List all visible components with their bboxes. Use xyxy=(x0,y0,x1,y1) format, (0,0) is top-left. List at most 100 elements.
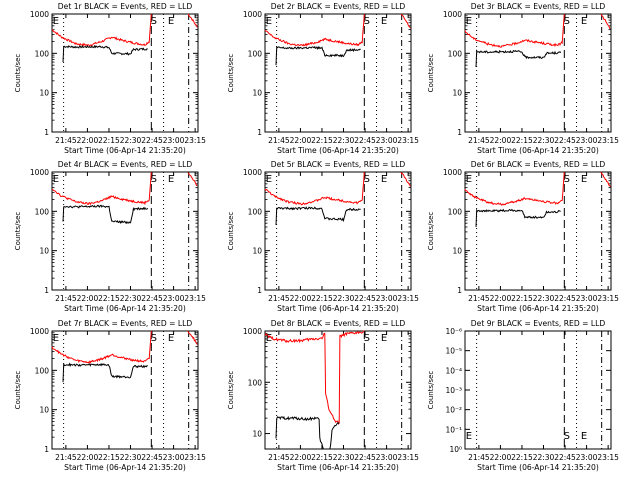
y-tick-label: 10⁻² xyxy=(445,406,462,415)
x-tick-label: 22:45 xyxy=(141,294,163,303)
y-tick-label: 100 xyxy=(448,207,463,216)
y-tick-label: 1 xyxy=(44,128,49,137)
y-tick-label: 10⁻³ xyxy=(445,386,462,395)
x-tick-label: 22:00 xyxy=(490,294,512,303)
lld-rate-line xyxy=(264,330,365,425)
event-annotation: E xyxy=(168,174,174,185)
x-tick-label: 22:30 xyxy=(120,453,142,462)
y-tick-label: 10⁰ xyxy=(449,445,462,454)
x-tick-label: 22:15 xyxy=(311,453,333,462)
y-tick-label: 1 xyxy=(44,286,49,295)
x-axis-label: Start Time (06-Apr-14 21:35:20) xyxy=(477,463,599,472)
y-tick-label: 1 xyxy=(457,286,462,295)
chart-title: Det 1r BLACK = Events, RED = LLD xyxy=(58,2,193,11)
event-annotation: S xyxy=(364,16,370,27)
y-tick-label: 10 xyxy=(39,89,49,98)
event-annotation: S xyxy=(564,431,570,442)
y-tick-label: 1 xyxy=(257,286,262,295)
x-tick-label: 21:45 xyxy=(55,294,77,303)
chart-title: Det 2r BLACK = Events, RED = LLD xyxy=(271,2,406,11)
x-tick-label: 22:15 xyxy=(311,136,333,145)
x-tick-label: 23:00 xyxy=(163,136,185,145)
event-annotation: S xyxy=(564,16,570,27)
plot-frame xyxy=(51,13,199,133)
lld-rate-line xyxy=(464,13,565,48)
y-tick-label: 10 xyxy=(252,89,262,98)
lld-rate-line xyxy=(400,13,411,29)
lld-rate-line xyxy=(264,171,365,206)
events-rate-line xyxy=(62,44,148,63)
x-tick-label: 22:45 xyxy=(141,136,163,145)
lld-rate-line xyxy=(51,330,152,364)
y-tick-label: 1 xyxy=(457,128,462,137)
lld-rate-line xyxy=(51,13,152,47)
event-annotation: S xyxy=(364,333,370,344)
x-tick-label: 22:00 xyxy=(290,136,312,145)
event-annotation: E xyxy=(381,333,387,344)
y-tick-label: 100 xyxy=(248,378,263,387)
x-tick-label: 22:00 xyxy=(290,294,312,303)
chart-title: Det 9r BLACK = Events, RED = LLD xyxy=(471,319,606,328)
x-tick-label: 23:15 xyxy=(597,453,619,462)
y-tick-label: 10 xyxy=(452,247,462,256)
x-tick-label: 21:45 xyxy=(468,294,490,303)
event-annotation: E xyxy=(466,16,472,27)
x-axis-label: Start Time (06-Apr-14 21:35:20) xyxy=(64,146,186,155)
chart-panel: Det 6r BLACK = Events, RED = LLD 21:45 22:… xyxy=(427,160,619,313)
plot-frame xyxy=(51,171,199,291)
chart-title: Det 6r BLACK = Events, RED = LLD xyxy=(471,160,606,169)
x-tick-label: 22:00 xyxy=(490,453,512,462)
x-tick-label: 22:30 xyxy=(333,453,355,462)
lld-rate-line xyxy=(600,13,611,30)
x-tick-label: 23:15 xyxy=(397,136,419,145)
x-tick-label: 23:15 xyxy=(397,453,419,462)
x-tick-label: 22:30 xyxy=(120,136,142,145)
x-tick-label: 23:00 xyxy=(163,453,185,462)
x-tick-label: 23:00 xyxy=(376,453,398,462)
x-tick-label: 23:15 xyxy=(397,294,419,303)
lld-rate-line xyxy=(187,13,198,28)
y-tick-label: 100 xyxy=(248,49,263,58)
x-tick-label: 23:00 xyxy=(163,294,185,303)
x-tick-label: 21:45 xyxy=(268,136,290,145)
y-tick-label: 10⁻⁴ xyxy=(445,366,462,375)
plot-frame xyxy=(51,330,199,450)
event-annotation: E xyxy=(168,16,174,27)
y-tick-label: 10⁻¹ xyxy=(445,425,462,434)
y-axis-label: Counts/sec xyxy=(227,371,235,410)
x-tick-label: 23:00 xyxy=(376,136,398,145)
event-annotation: S xyxy=(151,16,157,27)
y-tick-label: 10⁻⁵ xyxy=(445,347,462,356)
events-rate-line xyxy=(475,208,561,228)
y-tick-label: 1000 xyxy=(243,168,262,177)
x-tick-label: 23:15 xyxy=(597,294,619,303)
event-annotation: S xyxy=(151,333,157,344)
y-tick-label: 1000 xyxy=(30,168,49,177)
x-tick-label: 22:00 xyxy=(290,453,312,462)
x-tick-label: 22:15 xyxy=(98,453,120,462)
y-tick-label: 10 xyxy=(39,247,49,256)
y-axis-label: Counts/sec xyxy=(427,54,435,93)
x-tick-label: 22:00 xyxy=(77,453,99,462)
x-tick-label: 23:00 xyxy=(576,294,598,303)
x-tick-label: 22:15 xyxy=(511,453,533,462)
events-rate-line xyxy=(275,415,340,450)
x-tick-label: 23:00 xyxy=(576,453,598,462)
events-rate-line xyxy=(62,362,148,383)
event-annotation: E xyxy=(266,333,272,344)
x-tick-label: 23:15 xyxy=(184,294,206,303)
x-tick-label: 23:00 xyxy=(576,136,598,145)
plot-frame xyxy=(464,13,612,133)
plot-frame xyxy=(264,330,412,450)
y-axis-label: Counts/sec xyxy=(227,212,235,251)
x-tick-label: 21:45 xyxy=(468,136,490,145)
y-tick-label: 1 xyxy=(44,445,49,454)
x-tick-label: 23:15 xyxy=(184,136,206,145)
event-annotation: E xyxy=(581,174,587,185)
chart-title: Det 3r BLACK = Events, RED = LLD xyxy=(471,2,606,11)
